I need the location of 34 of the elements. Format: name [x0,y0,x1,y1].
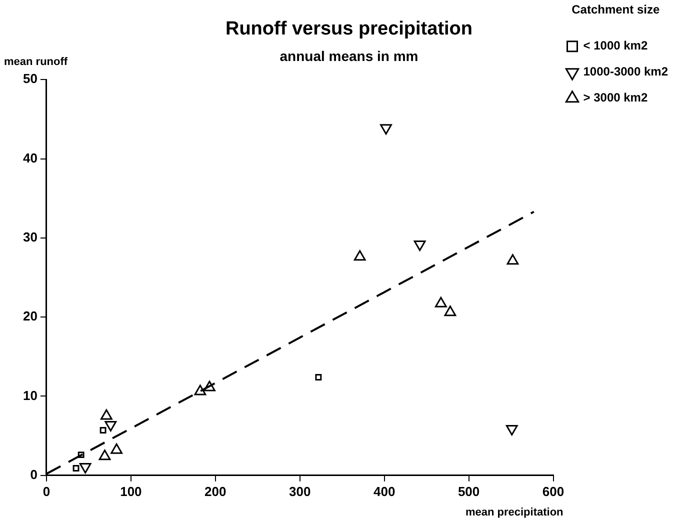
x-tick-label: 500 [458,484,480,499]
y-tick-label: 50 [22,71,38,86]
point [98,450,111,460]
y-tick-label: 40 [22,150,38,166]
legend-title: Catchment size [572,2,660,16]
x-tick-label: 200 [204,484,226,499]
y-tick-label: 20 [22,308,38,324]
x-tick-label: 600 [542,484,564,499]
point [110,443,123,454]
point [315,374,322,380]
x-tick-label: 400 [373,484,396,499]
legend-label: 1000-3000 km2 [583,64,668,79]
chart-title: Runoff versus precipitation [225,18,473,40]
legend-label: > 3000 km2 [583,90,648,105]
point [78,452,84,458]
point [506,254,519,265]
point [354,250,366,261]
point [194,384,206,396]
y-tick-label: 10 [22,388,38,403]
chart-subtitle: annual means in mm [280,48,418,64]
x-tick-label: 300 [289,484,311,499]
point [444,306,456,316]
point [204,380,216,392]
x-tick-label: 100 [120,484,142,499]
legend-label: < 1000 km2 [583,38,648,53]
y-tick-label: 30 [22,230,38,244]
x-axis-title: mean precipitation [465,506,564,519]
point [100,427,106,434]
point [434,296,447,308]
y-tick-label: 0 [30,466,38,482]
point [100,409,112,420]
x-tick-label: 0 [42,484,50,499]
y-axis-title: mean runoff [4,56,68,68]
point [72,465,80,472]
